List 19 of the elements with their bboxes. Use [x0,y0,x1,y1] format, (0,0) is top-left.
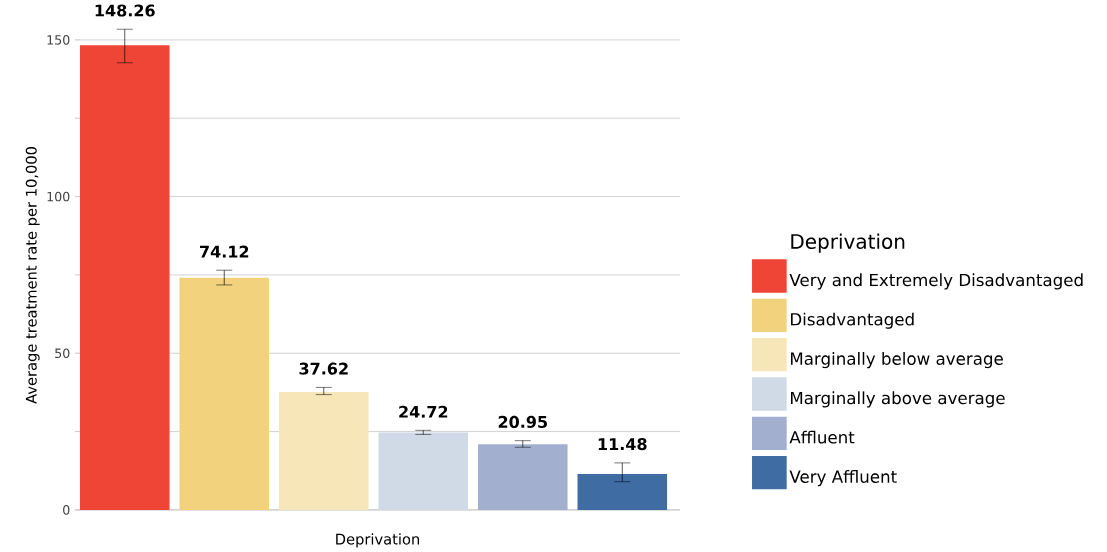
y-tick-label: 0 [63,505,70,515]
data-label: 148.26 [95,4,155,17]
legend-label: Very Affluent [789,470,897,487]
legend-label: Disadvantaged [790,312,914,329]
legend-label: Marginally above average [790,391,1005,408]
legend-title: Deprivation [791,233,905,253]
data-label: 37.62 [299,362,348,375]
y-tick-label: 100 [47,191,70,202]
legend-label: Affluent [789,430,855,444]
data-label: 20.95 [498,415,547,428]
y-axis-title: Average treatment rate per 10,000 [25,147,40,404]
x-axis-title: Deprivation [336,533,420,548]
data-label: 74.12 [200,245,249,258]
data-label: 11.48 [598,438,647,451]
y-tick-label: 150 [47,35,70,45]
legend-label: Marginally below average [790,352,1003,369]
data-label: 24.72 [399,405,448,418]
y-tick-label: 50 [55,348,70,359]
legend-label: Very and Extremely Disadvantaged [789,273,1083,290]
